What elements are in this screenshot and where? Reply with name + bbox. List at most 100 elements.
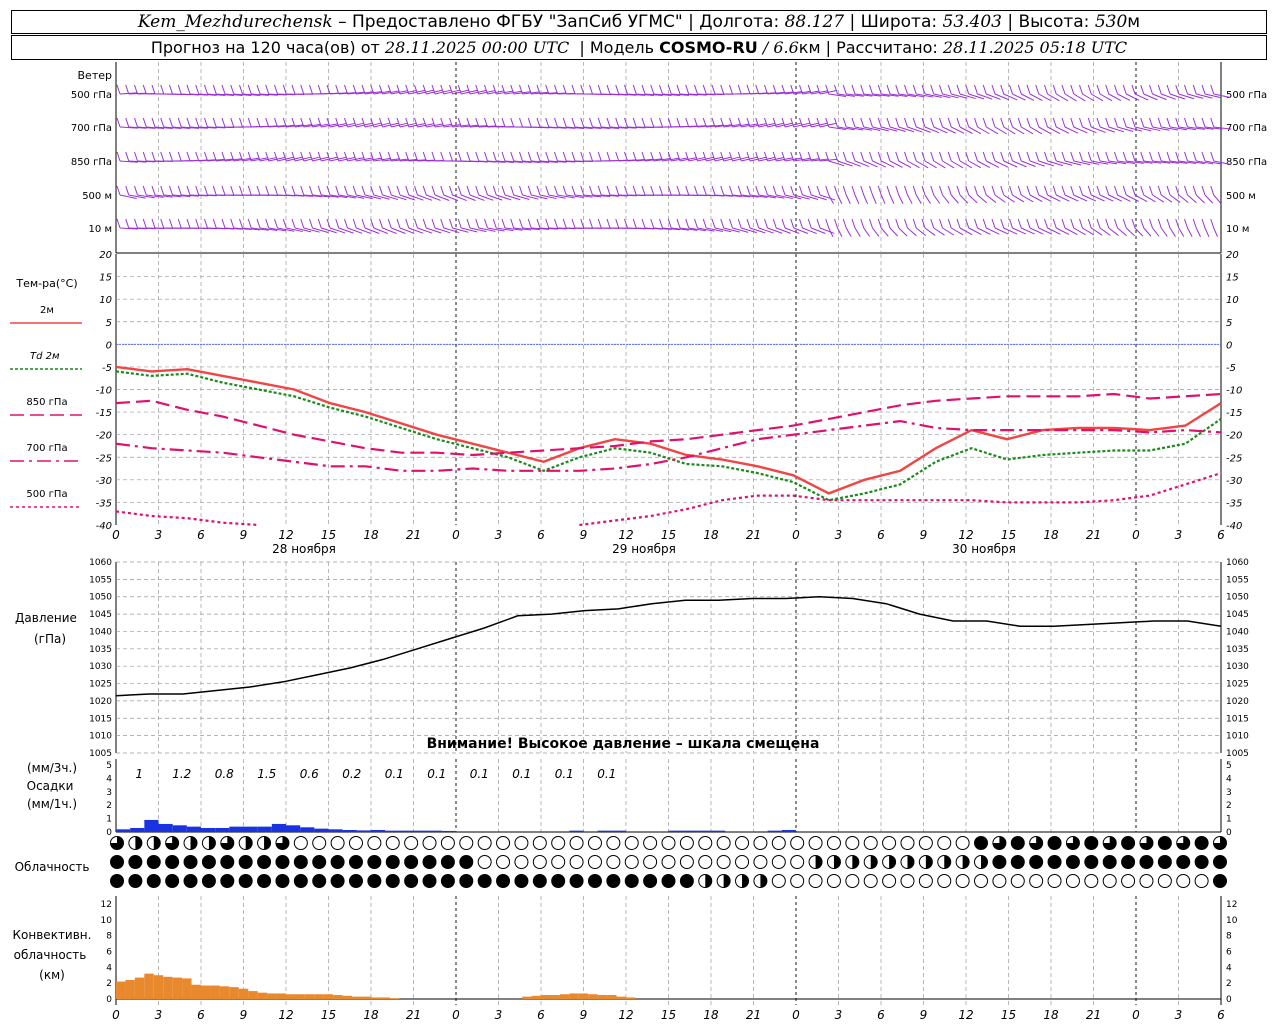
x-tick-label-bottom: 0 <box>112 1008 120 1022</box>
wind-barb-feather <box>484 218 488 229</box>
wind-barb <box>889 126 906 132</box>
wind-barb-feather <box>247 185 252 196</box>
wind-barb <box>714 194 733 197</box>
pressure-tick-left: 1035 <box>89 645 112 655</box>
cloud-symbol <box>1176 855 1191 869</box>
wind-barb-feather <box>204 151 208 162</box>
wind-barb-feather <box>641 117 646 128</box>
wind-barb <box>531 194 548 200</box>
wind-barb <box>1187 93 1204 99</box>
wind-barb-feather <box>186 117 191 128</box>
x-tick-label-bottom: 3 <box>1175 1008 1183 1022</box>
wind-barb <box>846 93 864 97</box>
wind-barb <box>1082 194 1097 202</box>
cloud-symbol <box>716 855 731 869</box>
wind-barb <box>933 93 951 99</box>
wind-barb-feather <box>1052 117 1057 128</box>
wind-barb-feather <box>571 117 576 128</box>
wind-barb <box>767 194 785 199</box>
wind-barb-feather <box>475 185 480 196</box>
wind-barb <box>1187 227 1193 237</box>
wind-barb-feather <box>851 185 856 196</box>
wind-barb <box>259 227 278 232</box>
x-tick-label: 6 <box>1217 528 1225 542</box>
wind-barb-feather <box>632 84 637 95</box>
wind-barb <box>128 160 147 163</box>
wind-barb-feather <box>912 84 917 95</box>
wind-barb <box>697 227 715 232</box>
cloud-symbol-partial <box>165 836 179 850</box>
cloud-symbol <box>587 874 602 888</box>
wind-barb <box>933 194 941 204</box>
wind-barb-feather <box>282 218 287 229</box>
wind-barb-feather <box>615 185 620 196</box>
wind-barb-feather <box>886 151 891 162</box>
wind-barb <box>1196 160 1214 165</box>
conv-axis-label: Конвективн. <box>13 928 92 942</box>
pressure-tick-left: 1025 <box>89 680 112 690</box>
wind-barb <box>915 227 927 237</box>
lon-value: 88.127 <box>784 12 845 32</box>
wind-barb-feather <box>667 185 672 196</box>
conv-tick-left: 10 <box>101 916 113 926</box>
x-tick-label-bottom: 0 <box>1132 1008 1140 1022</box>
wind-barb-feather <box>116 218 121 229</box>
wind-barb-feather <box>1105 117 1110 128</box>
wind-barb-feather <box>562 151 567 162</box>
wind-barb <box>1134 126 1152 132</box>
conv-bar <box>314 994 324 999</box>
conv-axis-label-2: облачность <box>14 948 87 962</box>
wind-barb <box>329 194 348 199</box>
wind-barb <box>251 93 270 96</box>
wind-barb <box>1134 194 1148 203</box>
wind-barb-feather <box>772 151 777 162</box>
pressure-tick-left: 1005 <box>89 749 112 759</box>
wind-barb-feather <box>536 218 541 229</box>
wind-barb-feather <box>309 185 313 196</box>
cloud-symbol <box>974 874 989 888</box>
conv-bar <box>389 998 400 999</box>
wind-barb-feather <box>930 117 935 128</box>
temp-series-line <box>115 419 1222 472</box>
cloud-symbol <box>882 874 897 888</box>
wind-barb-feather <box>1079 218 1083 229</box>
wind-barb <box>749 194 768 199</box>
wind-barb <box>504 227 523 231</box>
wind-barb-feather <box>956 185 961 196</box>
wind-barb-feather <box>204 185 208 196</box>
pressure-tick-left: 1020 <box>89 697 112 707</box>
wind-barb <box>1003 126 1016 135</box>
wind-barb <box>950 194 959 204</box>
conv-bar <box>550 995 560 999</box>
wind-barb-feather <box>335 218 340 229</box>
wind-barb-feather <box>1175 185 1180 196</box>
cloud-symbol <box>440 836 455 850</box>
wind-barb-feather <box>737 185 742 196</box>
wind-barb <box>128 194 146 199</box>
conv-tick-right: 4 <box>1226 963 1232 973</box>
wind-barb-feather <box>326 84 331 95</box>
cloud-symbol <box>1084 855 1099 869</box>
conv-bar <box>541 995 551 999</box>
wind-barb <box>828 93 847 97</box>
wind-barb <box>671 227 689 231</box>
x-tick-label: 15 <box>321 528 336 542</box>
wind-barb <box>811 194 827 201</box>
wind-barb <box>504 160 523 164</box>
wind-barb-feather <box>991 185 996 196</box>
cloud-symbol <box>220 874 235 888</box>
wind-barb <box>522 227 541 231</box>
wind-barb <box>898 93 917 98</box>
forecast-label: Прогноз на 120 часа(ов) от <box>150 38 380 57</box>
conv-bar <box>304 994 315 999</box>
wind-barb-feather <box>947 117 952 128</box>
cloud-symbol <box>1139 874 1154 888</box>
wind-barb-feather <box>1166 84 1171 95</box>
wind-barb-feather <box>1149 151 1153 162</box>
wind-barb-feather <box>519 151 523 162</box>
cloud-symbol <box>459 855 474 869</box>
cloud-symbol <box>367 855 382 869</box>
wind-barb <box>1012 126 1025 135</box>
wind-barb-feather <box>370 185 375 196</box>
wind-barb-feather <box>387 151 392 162</box>
